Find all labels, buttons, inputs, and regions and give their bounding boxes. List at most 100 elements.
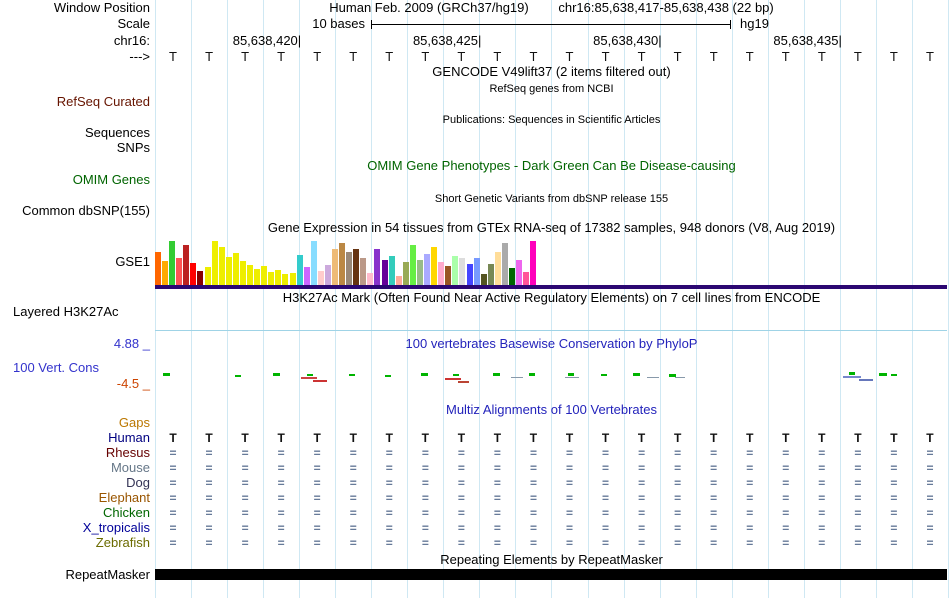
gtex-expression-bar[interactable] (494, 252, 501, 285)
track-title-h3k27ac[interactable]: H3K27Ac Mark (Often Found Near Active Re… (282, 290, 821, 305)
gtex-expression-bar[interactable] (431, 247, 438, 285)
base-gridline (911, 0, 913, 598)
gtex-expression-bar[interactable] (247, 265, 254, 285)
base-gridline (839, 0, 841, 598)
track-title-refseq[interactable]: RefSeq genes from NCBI (489, 83, 614, 95)
gtex-expression-bar[interactable] (480, 274, 487, 285)
gtex-expression-bar[interactable] (317, 271, 324, 285)
gtex-expression-bar[interactable] (324, 265, 331, 285)
track-title-publications[interactable]: Publications: Sequences in Scientific Ar… (442, 114, 661, 126)
track-title-multiz[interactable]: Multiz Alignments of 100 Vertebrates (445, 402, 657, 417)
gtex-expression-bar[interactable] (218, 247, 225, 285)
gtex-expression-bar[interactable] (501, 243, 508, 285)
track-title-phylop[interactable]: 100 vertebrates Basewise Conservation by… (405, 336, 698, 351)
gtex-expression-bar[interactable] (303, 267, 310, 285)
multiz-species-label-human[interactable]: Human (108, 430, 150, 445)
multiz-species-label-rhesus[interactable]: Rhesus (105, 445, 150, 460)
gtex-expression-bar[interactable] (459, 258, 466, 285)
multiz-align-mark: = (421, 506, 429, 520)
gtex-expression-bar[interactable] (487, 264, 494, 285)
gtex-expression-bar[interactable] (282, 274, 289, 285)
gtex-expression-bar[interactable] (204, 267, 211, 285)
track-label-snps[interactable]: SNPs (116, 140, 150, 155)
track-label-repeatmasker[interactable]: RepeatMasker (65, 567, 150, 582)
multiz-align-mark: = (529, 446, 537, 460)
gtex-expression-bar[interactable] (289, 273, 296, 285)
gtex-expression-bar[interactable] (268, 272, 275, 285)
multiz-align-mark: = (890, 536, 898, 550)
gtex-expression-bar[interactable] (339, 243, 346, 285)
gtex-expression-bar[interactable] (530, 241, 537, 285)
multiz-species-label-chicken[interactable]: Chicken (103, 505, 150, 520)
gene-model-line[interactable] (155, 285, 947, 289)
track-title-gencode[interactable]: GENCODE V49lift37 (2 items filtered out) (432, 64, 671, 79)
gtex-expression-bar[interactable] (232, 253, 239, 285)
position-range: chr16:85,638,417-85,638,438 (22 bp) (558, 0, 774, 15)
multiz-align-mark: = (890, 461, 898, 475)
gtex-expression-bar[interactable] (353, 249, 360, 285)
repeatmasker-element-bar[interactable] (155, 569, 947, 580)
track-label-refseq-curated[interactable]: RefSeq Curated (56, 94, 150, 109)
gtex-expression-bar[interactable] (360, 258, 367, 285)
gtex-expression-bar[interactable] (190, 263, 197, 285)
gtex-expression-bar[interactable] (374, 249, 381, 285)
track-label-layered-h3k27ac[interactable]: Layered H3K27Ac (13, 304, 119, 319)
track-title-omim[interactable]: OMIM Gene Phenotypes - Dark Green Can Be… (367, 158, 736, 173)
gtex-expression-bar[interactable] (516, 260, 523, 285)
gtex-expression-bar[interactable] (197, 271, 204, 285)
gtex-expression-bar[interactable] (261, 266, 268, 285)
track-label-vert-cons[interactable]: 100 Vert. Cons (13, 360, 99, 375)
gtex-expression-bar[interactable] (296, 255, 303, 285)
gtex-expression-bar[interactable] (523, 272, 530, 285)
gtex-expression-bar[interactable] (381, 260, 388, 285)
gtex-expression-bar[interactable] (211, 241, 218, 285)
scale-label: Scale (117, 16, 150, 31)
gtex-expression-bar[interactable] (388, 256, 395, 285)
gtex-expression-bar[interactable] (239, 261, 246, 285)
track-label-omim-genes[interactable]: OMIM Genes (72, 172, 150, 187)
gtex-expression-bar[interactable] (162, 261, 169, 285)
track-title-dbsnp[interactable]: Short Genetic Variants from dbSNP releas… (434, 193, 669, 205)
multiz-species-label-dog[interactable]: Dog (126, 475, 150, 490)
gtex-expression-bar[interactable] (367, 273, 374, 285)
multiz-align-mark: = (565, 536, 573, 550)
conservation-mark (849, 372, 855, 375)
multiz-align-mark: = (457, 536, 465, 550)
gtex-expression-bar[interactable] (183, 245, 190, 285)
gtex-expression-bar[interactable] (445, 266, 452, 285)
gtex-expression-bar[interactable] (155, 252, 161, 285)
gtex-expression-bar[interactable] (452, 256, 459, 285)
track-label-sequences[interactable]: Sequences (84, 125, 150, 140)
gtex-expression-bar[interactable] (424, 254, 431, 285)
gtex-expression-bar[interactable] (346, 252, 353, 285)
track-label-common-dbsnp[interactable]: Common dbSNP(155) (22, 203, 150, 218)
multiz-human-base: T (205, 431, 213, 445)
track-label-gtex-gene[interactable]: GSE1 (115, 254, 150, 269)
multiz-species-label-x-tropicalis[interactable]: X_tropicalis (82, 520, 150, 535)
multiz-align-mark: = (565, 521, 573, 535)
gtex-expression-bar[interactable] (275, 270, 282, 285)
multiz-align-mark: = (926, 446, 934, 460)
multiz-align-mark: = (746, 491, 754, 505)
gtex-expression-bar[interactable] (473, 258, 480, 285)
multiz-species-label-elephant[interactable]: Elephant (98, 490, 150, 505)
gtex-expression-bar[interactable] (402, 262, 409, 285)
track-title-gtex[interactable]: Gene Expression in 54 tissues from GTEx … (267, 220, 836, 235)
gtex-expression-bar[interactable] (438, 262, 445, 285)
gtex-expression-bar[interactable] (332, 249, 338, 285)
track-title-repeatmasker[interactable]: Repeating Elements by RepeatMasker (440, 552, 663, 567)
multiz-species-label-mouse[interactable]: Mouse (110, 460, 150, 475)
multiz-species-label-zebrafish[interactable]: Zebrafish (95, 535, 150, 550)
gtex-expression-bar[interactable] (409, 245, 416, 285)
gtex-expression-bar[interactable] (466, 264, 473, 285)
gtex-expression-bar[interactable] (169, 241, 176, 285)
gtex-expression-bar[interactable] (176, 258, 183, 285)
gtex-expression-bar[interactable] (416, 260, 423, 285)
conservation-min-value: -4.5 _ (116, 376, 150, 391)
gtex-expression-bar[interactable] (310, 241, 317, 285)
gtex-expression-bar[interactable] (509, 268, 515, 285)
chromosome-label: chr16: (113, 33, 150, 48)
gtex-expression-bar[interactable] (395, 276, 402, 285)
gtex-expression-bar[interactable] (254, 269, 261, 285)
gtex-expression-bar[interactable] (225, 257, 232, 285)
